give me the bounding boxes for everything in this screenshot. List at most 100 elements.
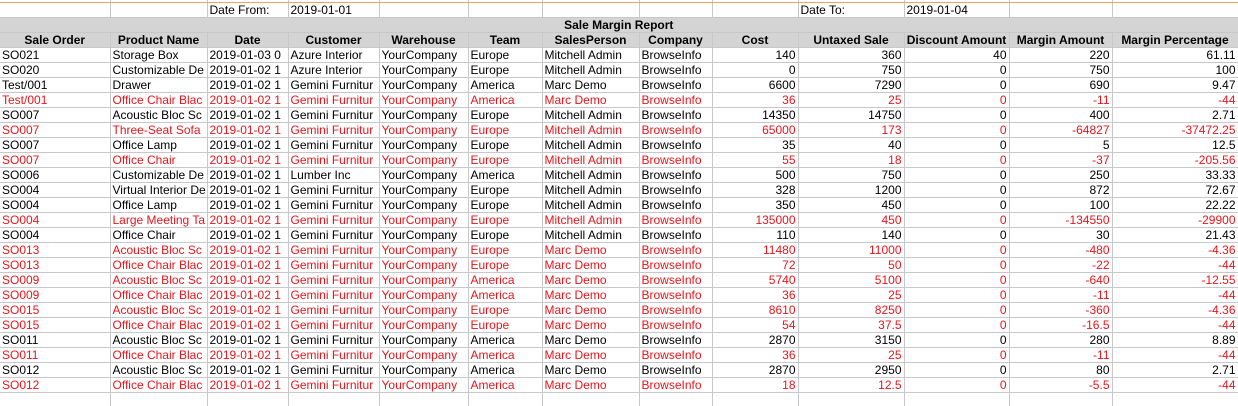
cell-empty[interactable]	[1112, 392, 1238, 406]
cell-margin-amount[interactable]: 5	[1009, 137, 1113, 153]
cell-untaxed-sale[interactable]: 8250	[798, 302, 905, 318]
cell-date[interactable]: 2019-01-02 1	[207, 347, 289, 363]
cell-customer[interactable]: Gemini Furnitur	[288, 317, 380, 333]
cell-date[interactable]: 2019-01-02 1	[207, 77, 289, 93]
cell-date[interactable]: 2019-01-02 1	[207, 332, 289, 348]
cell-date[interactable]: 2019-01-02 1	[207, 212, 289, 228]
cell-company[interactable]: BrowseInfo	[639, 122, 713, 138]
cell-salesperson[interactable]: Mitchell Admin	[542, 182, 640, 198]
cell-company[interactable]: BrowseInfo	[639, 92, 713, 108]
cell-warehouse[interactable]: YourCompany	[379, 47, 469, 63]
cell-salesperson[interactable]: Marc Demo	[542, 302, 640, 318]
cell-margin-amount[interactable]: -360	[1009, 302, 1113, 318]
cell-team[interactable]: Europe	[468, 227, 543, 243]
cell-margin-amount[interactable]: -480	[1009, 242, 1113, 258]
cell-margin-amount[interactable]: 400	[1009, 107, 1113, 123]
cell-customer[interactable]: Gemini Furnitur	[288, 257, 380, 273]
cell-customer[interactable]: Gemini Furnitur	[288, 122, 380, 138]
cell-product-name[interactable]: Acoustic Bloc Sc	[110, 362, 208, 378]
cell-team[interactable]: Europe	[468, 107, 543, 123]
cell-date[interactable]: 2019-01-02 1	[207, 287, 289, 303]
cell-product-name[interactable]: Office Chair	[110, 152, 208, 168]
cell-discount-amount[interactable]: 40	[904, 47, 1010, 63]
cell-warehouse[interactable]: YourCompany	[379, 77, 469, 93]
cell-sale-order[interactable]: SO013	[0, 257, 111, 273]
cell-company[interactable]: BrowseInfo	[639, 227, 713, 243]
cell-warehouse[interactable]: YourCompany	[379, 362, 469, 378]
cell-empty[interactable]	[1112, 2, 1238, 18]
cell-sale-order[interactable]: SO021	[0, 47, 111, 63]
cell-warehouse[interactable]: YourCompany	[379, 257, 469, 273]
cell-margin-percentage[interactable]: 2.71	[1112, 107, 1238, 123]
cell-sale-order[interactable]: SO012	[0, 377, 111, 393]
cell-customer[interactable]: Gemini Furnitur	[288, 137, 380, 153]
cell-customer[interactable]: Gemini Furnitur	[288, 272, 380, 288]
cell-cost[interactable]: 135000	[712, 212, 799, 228]
cell-warehouse[interactable]: YourCompany	[379, 377, 469, 393]
cell-team[interactable]: America	[468, 377, 543, 393]
cell-company[interactable]: BrowseInfo	[639, 302, 713, 318]
cell-product-name[interactable]: Office Chair Blac	[110, 287, 208, 303]
cell-margin-percentage[interactable]: -205.56	[1112, 152, 1238, 168]
cell-sale-order[interactable]: SO011	[0, 347, 111, 363]
report-title[interactable]: Sale Margin Report	[0, 17, 1238, 33]
cell-company[interactable]: BrowseInfo	[639, 197, 713, 213]
cell-date[interactable]: 2019-01-02 1	[207, 302, 289, 318]
cell-margin-amount[interactable]: -11	[1009, 347, 1113, 363]
cell-margin-percentage[interactable]: -44	[1112, 317, 1238, 333]
cell-untaxed-sale[interactable]: 5100	[798, 272, 905, 288]
cell-team[interactable]: America	[468, 332, 543, 348]
cell-empty[interactable]	[1009, 2, 1113, 18]
cell-product-name[interactable]: Large Meeting Ta	[110, 212, 208, 228]
cell-discount-amount[interactable]: 0	[904, 92, 1010, 108]
cell-margin-amount[interactable]: 80	[1009, 362, 1113, 378]
cell-company[interactable]: BrowseInfo	[639, 47, 713, 63]
cell-empty[interactable]	[110, 392, 208, 406]
cell-customer[interactable]: Azure Interior	[288, 62, 380, 78]
cell-salesperson[interactable]: Marc Demo	[542, 257, 640, 273]
cell-company[interactable]: BrowseInfo	[639, 62, 713, 78]
cell-warehouse[interactable]: YourCompany	[379, 332, 469, 348]
cell-sale-order[interactable]: SO009	[0, 287, 111, 303]
cell-customer[interactable]: Gemini Furnitur	[288, 377, 380, 393]
cell-company[interactable]: BrowseInfo	[639, 152, 713, 168]
cell-sale-order[interactable]: SO004	[0, 182, 111, 198]
cell-discount-amount[interactable]: 0	[904, 137, 1010, 153]
cell-date[interactable]: 2019-01-02 1	[207, 122, 289, 138]
cell-date[interactable]: 2019-01-02 1	[207, 167, 289, 183]
cell-company[interactable]: BrowseInfo	[639, 287, 713, 303]
column-header-margin-percentage[interactable]: Margin Percentage	[1112, 32, 1238, 48]
cell-untaxed-sale[interactable]: 750	[798, 62, 905, 78]
cell-sale-order[interactable]: SO007	[0, 137, 111, 153]
cell-salesperson[interactable]: Marc Demo	[542, 377, 640, 393]
cell-product-name[interactable]: Office Chair Blac	[110, 317, 208, 333]
cell-date[interactable]: 2019-01-02 1	[207, 362, 289, 378]
column-header-customer[interactable]: Customer	[288, 32, 380, 48]
cell-warehouse[interactable]: YourCompany	[379, 62, 469, 78]
cell-margin-percentage[interactable]: -4.36	[1112, 302, 1238, 318]
cell-untaxed-sale[interactable]: 40	[798, 137, 905, 153]
cell-date[interactable]: 2019-01-02 1	[207, 197, 289, 213]
cell-sale-order[interactable]: SO004	[0, 212, 111, 228]
cell-product-name[interactable]: Office Chair	[110, 227, 208, 243]
cell-empty[interactable]	[110, 2, 208, 18]
cell-team[interactable]: Europe	[468, 212, 543, 228]
cell-salesperson[interactable]: Marc Demo	[542, 242, 640, 258]
cell-cost[interactable]: 18	[712, 377, 799, 393]
cell-product-name[interactable]: Office Chair Blac	[110, 347, 208, 363]
cell-salesperson[interactable]: Marc Demo	[542, 92, 640, 108]
cell-date[interactable]: 2019-01-02 1	[207, 317, 289, 333]
cell-team[interactable]: Europe	[468, 257, 543, 273]
column-header-discount-amount[interactable]: Discount Amount	[904, 32, 1010, 48]
cell-untaxed-sale[interactable]: 11000	[798, 242, 905, 258]
cell-empty[interactable]	[468, 2, 543, 18]
cell-salesperson[interactable]: Mitchell Admin	[542, 197, 640, 213]
cell-empty[interactable]	[1009, 392, 1113, 406]
cell-date[interactable]: 2019-01-02 1	[207, 377, 289, 393]
cell-margin-amount[interactable]: 750	[1009, 62, 1113, 78]
cell-empty[interactable]	[0, 2, 111, 18]
cell-discount-amount[interactable]: 0	[904, 107, 1010, 123]
cell-company[interactable]: BrowseInfo	[639, 167, 713, 183]
cell-empty[interactable]	[207, 392, 289, 406]
cell-margin-percentage[interactable]: -37472.25	[1112, 122, 1238, 138]
